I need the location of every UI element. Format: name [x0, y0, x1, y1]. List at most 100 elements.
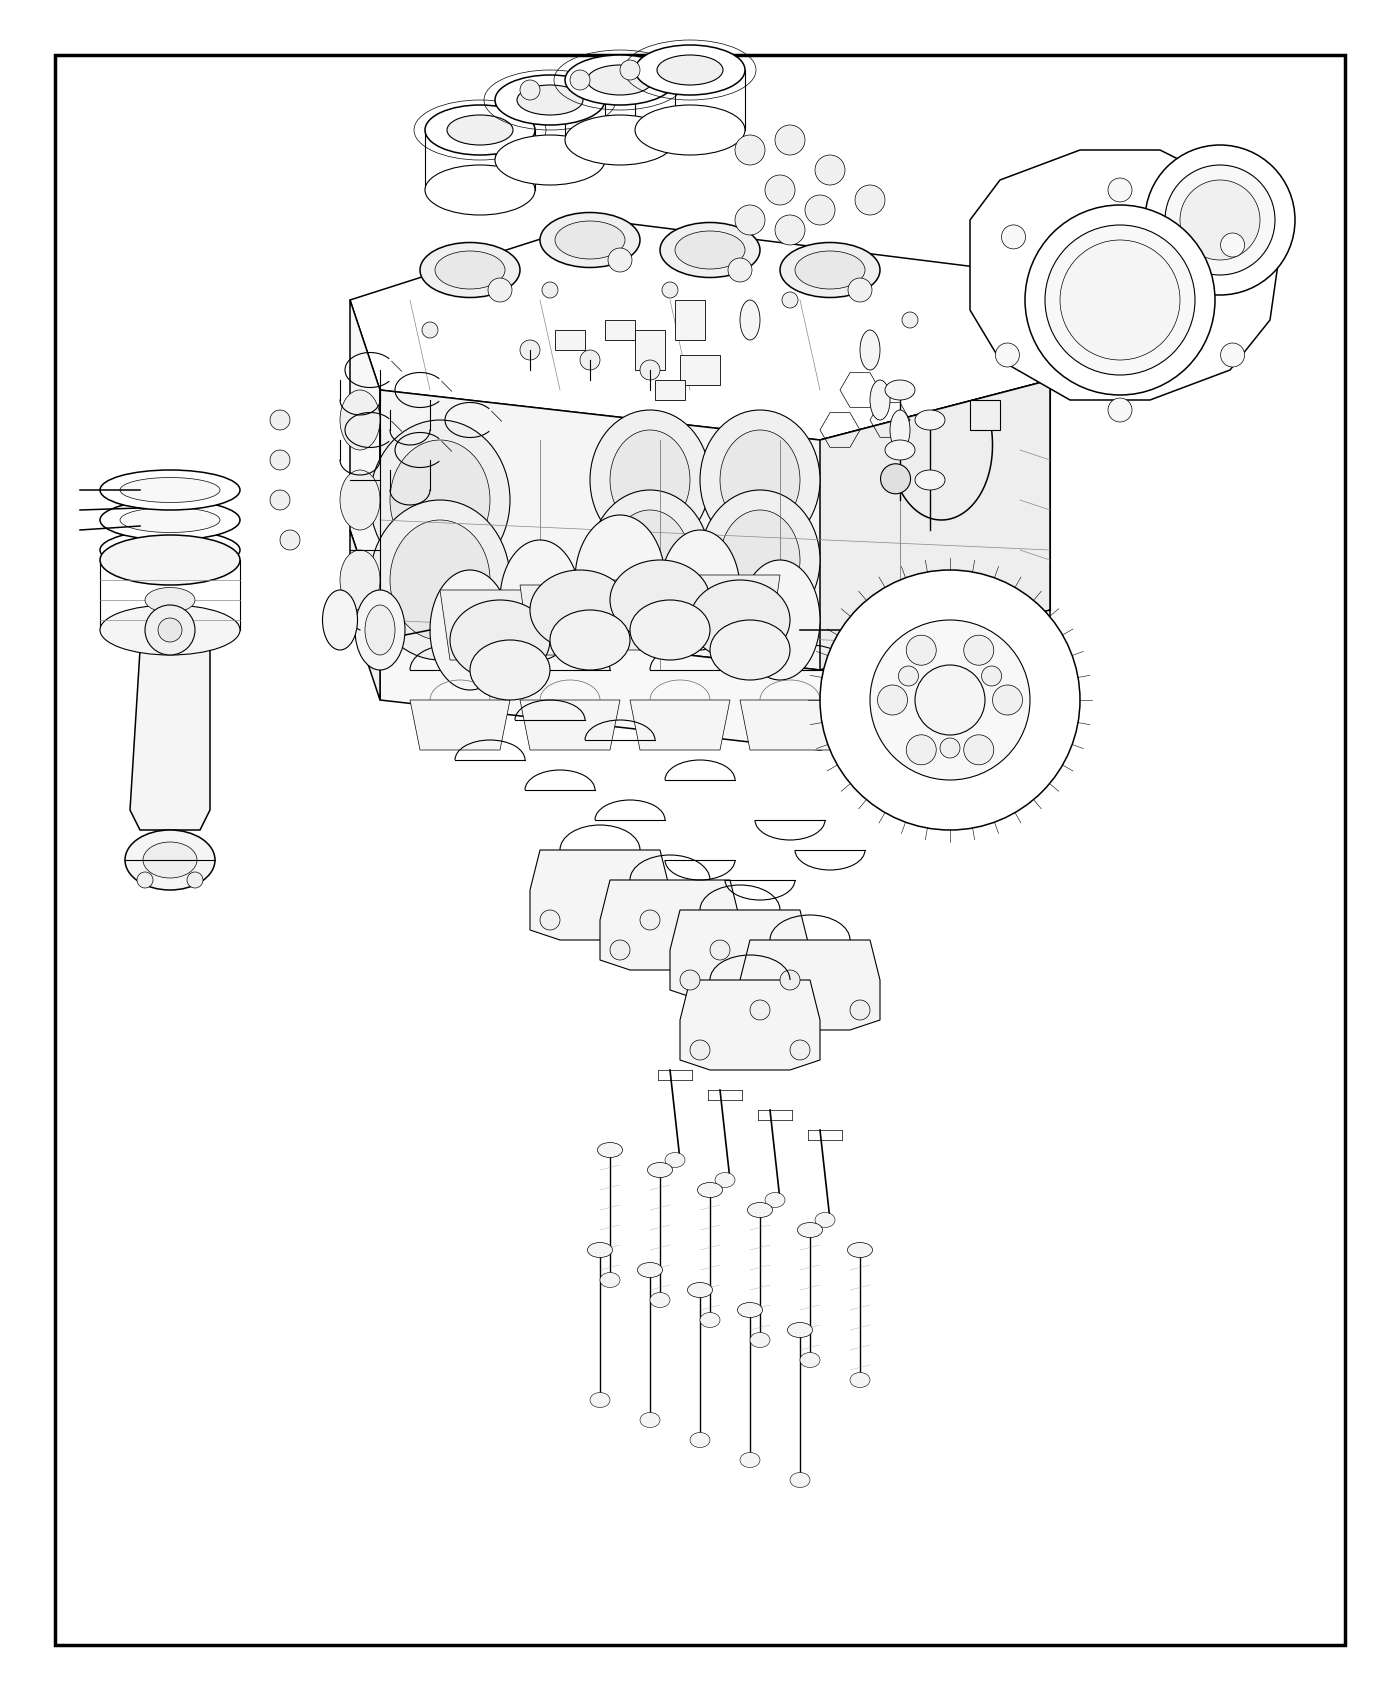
Ellipse shape — [587, 65, 652, 95]
Circle shape — [878, 685, 907, 716]
Circle shape — [690, 1040, 710, 1061]
Circle shape — [662, 282, 678, 297]
Ellipse shape — [741, 1452, 760, 1467]
Polygon shape — [741, 940, 881, 1030]
Circle shape — [906, 636, 937, 665]
Ellipse shape — [426, 105, 535, 155]
Ellipse shape — [340, 551, 379, 610]
Ellipse shape — [426, 165, 535, 214]
Polygon shape — [680, 979, 820, 1069]
Circle shape — [270, 490, 290, 510]
Ellipse shape — [798, 1222, 823, 1238]
Ellipse shape — [700, 410, 820, 551]
Circle shape — [939, 738, 960, 758]
Ellipse shape — [146, 588, 195, 612]
Circle shape — [489, 279, 512, 303]
Circle shape — [776, 214, 805, 245]
Circle shape — [981, 666, 1001, 687]
Circle shape — [137, 872, 153, 887]
Ellipse shape — [340, 469, 379, 530]
Ellipse shape — [697, 1183, 722, 1197]
Ellipse shape — [601, 1273, 620, 1287]
Circle shape — [848, 279, 872, 303]
Ellipse shape — [589, 490, 710, 631]
Ellipse shape — [787, 1323, 812, 1338]
Circle shape — [1145, 144, 1295, 296]
Circle shape — [1044, 224, 1196, 376]
Circle shape — [916, 665, 986, 734]
Polygon shape — [680, 575, 780, 644]
Ellipse shape — [589, 1392, 610, 1408]
Circle shape — [610, 940, 630, 960]
Ellipse shape — [340, 389, 379, 450]
Ellipse shape — [890, 410, 910, 450]
Ellipse shape — [322, 590, 357, 649]
Ellipse shape — [435, 252, 505, 289]
Circle shape — [270, 450, 290, 469]
Ellipse shape — [636, 105, 745, 155]
Circle shape — [158, 619, 182, 643]
Polygon shape — [970, 150, 1280, 400]
Circle shape — [869, 620, 1030, 780]
Ellipse shape — [850, 1372, 869, 1387]
Ellipse shape — [748, 1202, 773, 1217]
Ellipse shape — [99, 530, 239, 570]
Circle shape — [963, 734, 994, 765]
Polygon shape — [440, 590, 540, 660]
Polygon shape — [601, 881, 741, 971]
Ellipse shape — [449, 600, 550, 680]
Polygon shape — [350, 299, 379, 620]
Ellipse shape — [700, 490, 820, 631]
Circle shape — [993, 685, 1022, 716]
Circle shape — [1001, 224, 1026, 248]
Circle shape — [620, 60, 640, 80]
Polygon shape — [350, 219, 1050, 440]
Ellipse shape — [610, 430, 690, 530]
Circle shape — [188, 872, 203, 887]
Ellipse shape — [420, 243, 519, 297]
Polygon shape — [850, 700, 951, 750]
Ellipse shape — [637, 1263, 662, 1277]
Polygon shape — [680, 355, 720, 384]
Ellipse shape — [647, 1163, 672, 1178]
Circle shape — [270, 410, 290, 430]
Ellipse shape — [650, 1292, 671, 1307]
Circle shape — [421, 321, 438, 338]
Ellipse shape — [916, 469, 945, 490]
Ellipse shape — [659, 530, 741, 649]
Polygon shape — [519, 585, 620, 654]
Circle shape — [680, 971, 700, 989]
Ellipse shape — [665, 1153, 685, 1168]
Circle shape — [519, 340, 540, 360]
Ellipse shape — [750, 1333, 770, 1348]
Circle shape — [735, 134, 764, 165]
Ellipse shape — [790, 1472, 811, 1488]
Ellipse shape — [120, 537, 220, 563]
Ellipse shape — [764, 1192, 785, 1207]
Ellipse shape — [657, 54, 722, 85]
Ellipse shape — [659, 223, 760, 277]
Circle shape — [580, 350, 601, 371]
Ellipse shape — [860, 330, 881, 371]
Polygon shape — [741, 700, 840, 750]
Ellipse shape — [690, 1433, 710, 1447]
Ellipse shape — [430, 570, 510, 690]
Ellipse shape — [99, 469, 239, 510]
Circle shape — [1165, 165, 1275, 275]
Polygon shape — [379, 381, 1050, 670]
Ellipse shape — [675, 231, 745, 269]
Ellipse shape — [550, 610, 630, 670]
Ellipse shape — [741, 299, 760, 340]
Circle shape — [640, 360, 659, 381]
Ellipse shape — [885, 440, 916, 461]
Ellipse shape — [365, 605, 395, 654]
Ellipse shape — [715, 1173, 735, 1188]
Ellipse shape — [370, 500, 510, 660]
Circle shape — [764, 175, 795, 206]
Ellipse shape — [99, 605, 239, 654]
Ellipse shape — [517, 85, 582, 116]
Circle shape — [783, 292, 798, 308]
Ellipse shape — [869, 381, 890, 420]
Circle shape — [1221, 343, 1245, 367]
Circle shape — [519, 80, 540, 100]
